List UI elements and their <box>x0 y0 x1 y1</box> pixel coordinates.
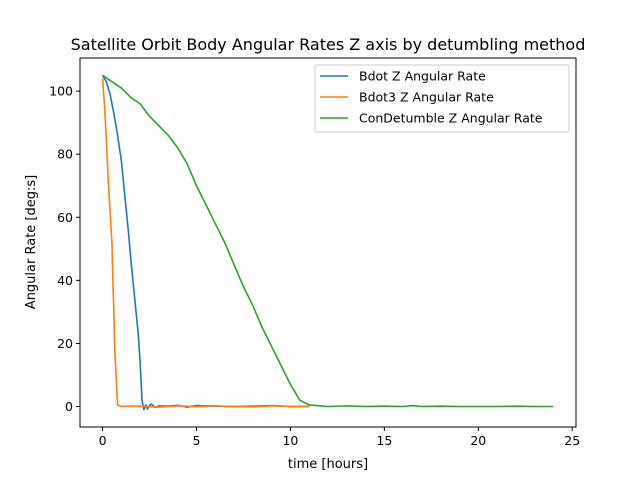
y-tick-label: 0 <box>65 399 73 414</box>
x-tick-label: 10 <box>282 433 298 448</box>
legend-items: Bdot Z Angular Rate Bdot3 Z Angular Rate C… <box>320 69 543 126</box>
legend-label-3: ConDetumble Z Angular Rate <box>359 111 543 126</box>
plot-area: 0 5 10 15 20 25 0 20 40 60 80 100 <box>49 57 580 448</box>
chart-title: Satellite Orbit Body Angular Rates Z axi… <box>71 35 586 54</box>
series-line-2 <box>101 78 310 408</box>
y-tick-label: 100 <box>49 84 73 99</box>
plot-frame <box>79 57 577 428</box>
legend-label-1: Bdot Z Angular Rate <box>359 69 486 84</box>
y-ticks: 0 20 40 60 80 100 <box>49 84 80 414</box>
y-tick-label: 20 <box>57 336 73 351</box>
series-line-3 <box>102 74 554 408</box>
y-axis-label: Angular Rate [deg:s] <box>24 175 39 309</box>
x-tick-label: 15 <box>376 433 392 448</box>
x-tick-label: 0 <box>99 433 107 448</box>
y-tick-label: 40 <box>57 273 73 288</box>
x-tick-label: 5 <box>193 433 201 448</box>
y-tick-label: 80 <box>57 147 73 162</box>
x-ticks: 0 5 10 15 20 25 <box>99 427 580 448</box>
y-tick-label: 60 <box>57 210 73 225</box>
legend: Bdot Z Angular Rate Bdot3 Z Angular Rate C… <box>314 64 570 133</box>
legend-box <box>314 64 570 133</box>
x-tick-label: 20 <box>470 433 486 448</box>
x-tick-label: 25 <box>564 433 580 448</box>
x-axis-label: time [hours] <box>288 457 368 472</box>
series-layer <box>101 74 554 411</box>
legend-label-2: Bdot3 Z Angular Rate <box>359 90 494 105</box>
